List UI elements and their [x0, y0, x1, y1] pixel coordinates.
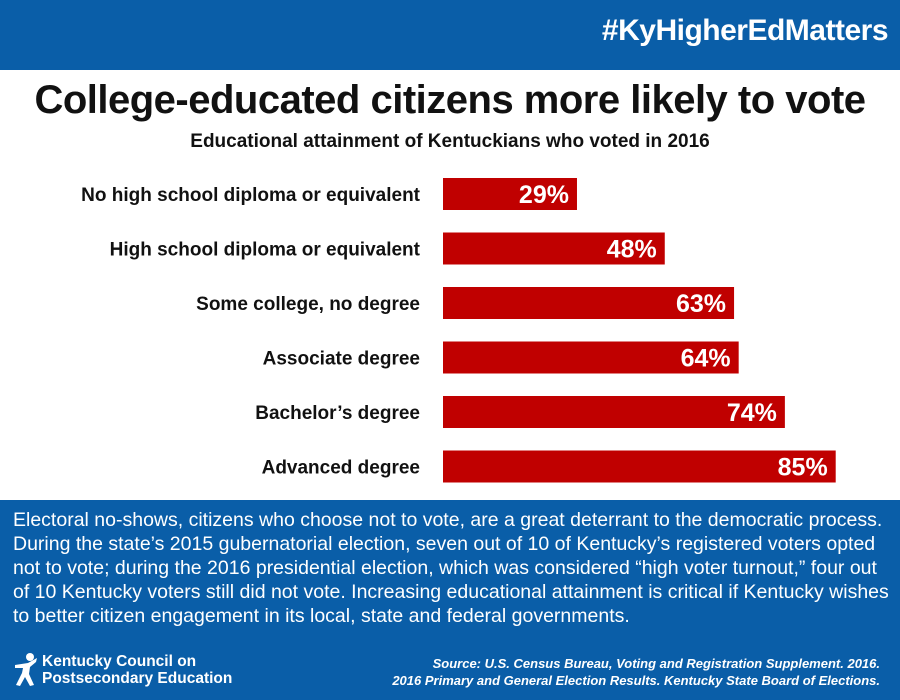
category-label: Bachelor’s degree [255, 403, 420, 424]
footer-panel: Electoral no-shows, citizens who choose … [0, 500, 900, 700]
category-label: Some college, no degree [196, 294, 420, 315]
value-label: 48% [607, 236, 657, 264]
value-label: 29% [519, 181, 569, 209]
source-line-2: 2016 Primary and General Election Result… [392, 673, 880, 688]
bar [443, 232, 665, 265]
organization-logo: Kentucky Council on Postsecondary Educat… [12, 650, 272, 690]
hashtag: #KyHigherEdMatters [601, 14, 889, 47]
category-label: Associate degree [263, 349, 420, 370]
bar [443, 178, 577, 210]
logo-line-2: Postsecondary Education [42, 670, 233, 687]
value-label: 64% [681, 345, 731, 373]
header-banner: #KyHigherEdMatters [0, 0, 900, 70]
source-line-1: Source: U.S. Census Bureau, Voting and R… [432, 656, 880, 671]
bar [443, 450, 836, 483]
category-label: High school diploma or equivalent [110, 240, 421, 261]
chart-title: College-educated citizens more likely to… [34, 78, 866, 122]
value-label: 74% [727, 399, 777, 427]
source-citation: Source: U.S. Census Bureau, Voting and R… [392, 655, 880, 689]
chart-subtitle: Educational attainment of Kentuckians wh… [190, 131, 710, 152]
category-label: Advanced degree [262, 458, 420, 479]
footer-paragraph: Electoral no-shows, citizens who choose … [13, 509, 889, 627]
category-label: No high school diploma or equivalent [81, 185, 421, 206]
figure-icon [15, 653, 37, 686]
bar [443, 341, 739, 374]
logo-line-1: Kentucky Council on [42, 653, 197, 670]
value-label: 85% [778, 454, 828, 482]
bar [443, 396, 785, 428]
bar-chart: No high school diploma or equivalent 29% H… [81, 178, 836, 483]
value-label: 63% [676, 290, 726, 318]
bar [443, 287, 735, 319]
